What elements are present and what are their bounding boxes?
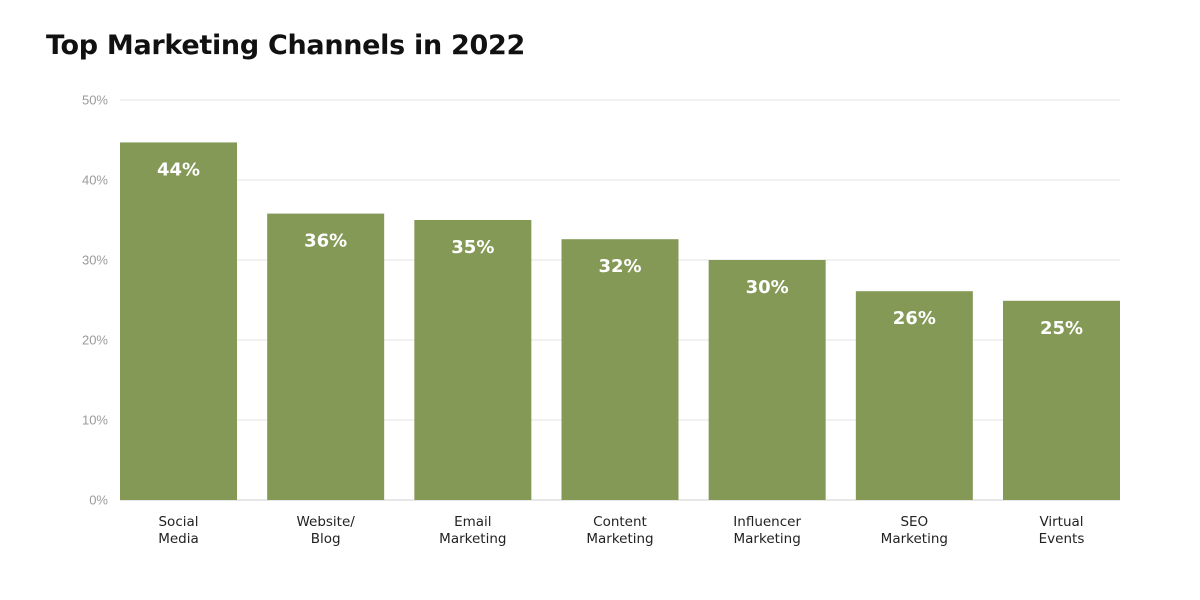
bar-value-label: 36% bbox=[304, 231, 347, 252]
x-category-label: Virtual bbox=[1039, 514, 1083, 530]
bar bbox=[267, 213, 385, 500]
bar-value-label: 44% bbox=[157, 159, 200, 180]
bar-value-label: 30% bbox=[746, 277, 789, 298]
y-tick-label: 30% bbox=[82, 253, 108, 268]
x-category-label: SEO bbox=[900, 514, 928, 530]
x-category-label: Marketing bbox=[734, 531, 801, 547]
bar bbox=[1003, 300, 1120, 500]
x-category-label: Email bbox=[454, 514, 491, 530]
y-tick-label: 10% bbox=[82, 413, 108, 428]
x-category-label: Media bbox=[158, 531, 199, 547]
x-category-label: Marketing bbox=[439, 531, 506, 547]
x-category-label: Marketing bbox=[586, 531, 653, 547]
bar-value-label: 35% bbox=[451, 237, 494, 258]
bar bbox=[855, 291, 973, 500]
y-tick-label: 20% bbox=[82, 333, 108, 348]
y-tick-label: 40% bbox=[82, 173, 108, 188]
bar-value-label: 32% bbox=[598, 256, 641, 277]
chart-title: Top Marketing Channels in 2022 bbox=[46, 30, 525, 61]
x-category-label: Website/ bbox=[296, 514, 355, 530]
y-tick-label: 0% bbox=[89, 493, 108, 508]
x-category-label: Blog bbox=[311, 531, 341, 547]
x-category-label: Content bbox=[593, 514, 647, 530]
bar-value-label: 25% bbox=[1040, 318, 1083, 339]
bar bbox=[561, 239, 679, 500]
y-tick-label: 50% bbox=[82, 93, 108, 108]
bar-layer bbox=[120, 142, 1120, 500]
x-category-label: Influencer bbox=[733, 514, 801, 530]
x-category-label: Social bbox=[158, 514, 198, 530]
bar-value-label: 26% bbox=[893, 308, 936, 329]
bar bbox=[708, 260, 826, 500]
x-category-label: Events bbox=[1039, 531, 1085, 547]
x-category-label: Marketing bbox=[881, 531, 948, 547]
bar bbox=[414, 220, 532, 500]
bar bbox=[120, 142, 237, 500]
